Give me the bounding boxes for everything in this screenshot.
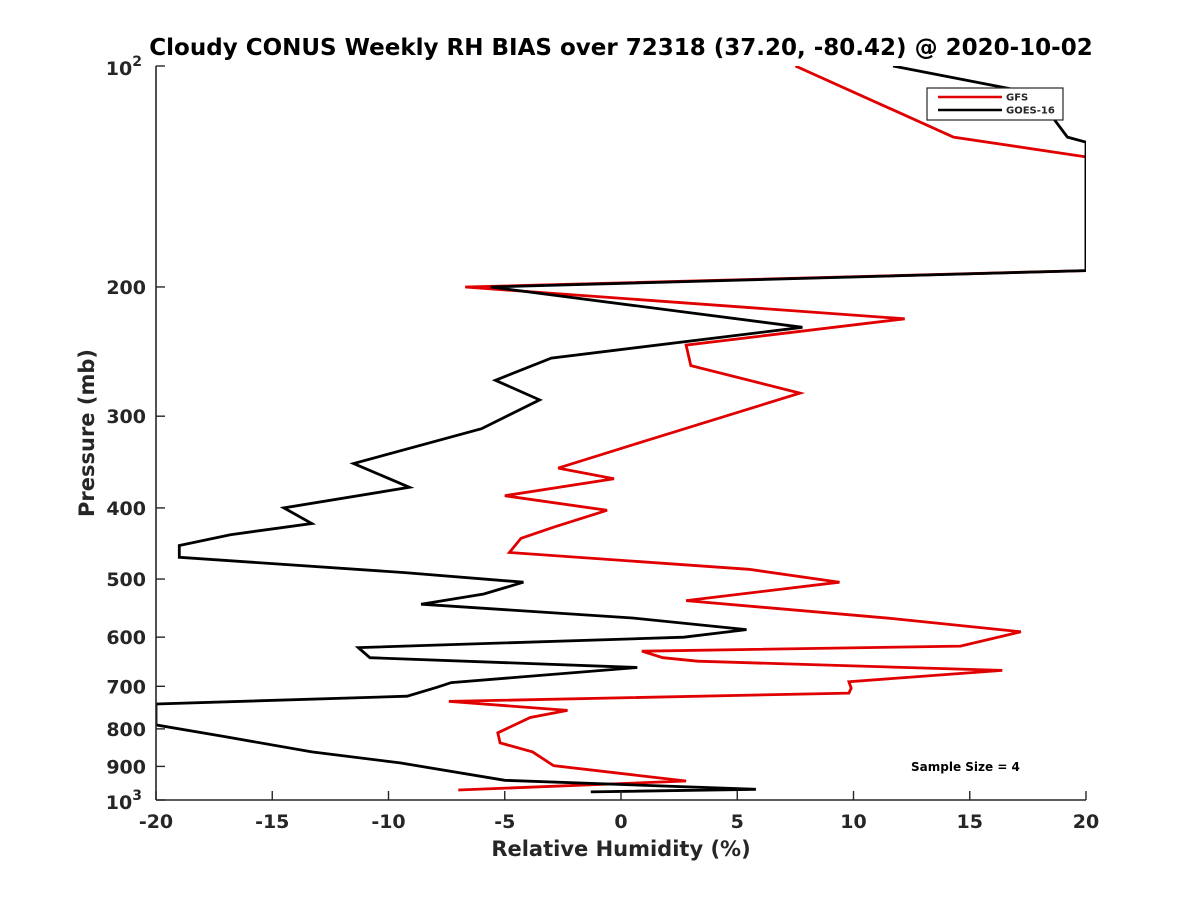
y-tick-label: 200: [106, 277, 146, 299]
chart-title: Cloudy CONUS Weekly RH BIAS over 72318 (…: [149, 35, 1092, 61]
x-tick-label: 10: [840, 811, 866, 833]
series-line-gfs: [448, 66, 1086, 792]
legend-label-goes16: GOES-16: [1006, 106, 1055, 117]
y-tick-label: 900: [106, 756, 146, 778]
x-tick-label: -10: [371, 811, 405, 833]
x-tick-label: -5: [494, 811, 515, 833]
x-tick-label: 5: [731, 811, 744, 833]
y-tick-label-base: 10: [106, 58, 132, 80]
y-tick-label-base: 10: [106, 792, 132, 814]
y-tick-label: 500: [106, 569, 146, 591]
sample-size-annotation: Sample Size = 4: [911, 760, 1020, 774]
y-tick-label-exponent: 3: [132, 788, 142, 804]
y-tick-label: 300: [106, 406, 146, 428]
y-tick-label-exponent: 2: [132, 54, 142, 70]
legend-label-gfs: GFS: [1006, 93, 1028, 104]
y-axis-label: Pressure (mb): [75, 349, 99, 517]
series-layer: [156, 66, 1086, 794]
x-tick-label: 0: [614, 811, 627, 833]
x-axis-label: Relative Humidity (%): [491, 837, 750, 861]
x-tick-label: -20: [139, 811, 173, 833]
y-tick-label: 400: [106, 498, 146, 520]
x-tick-label: -15: [255, 811, 289, 833]
series-line-goes16: [156, 66, 1086, 794]
x-ticks: -20 -15 -10 -5 0 5 10 15 20: [139, 791, 1099, 833]
y-tick-label: 800: [106, 719, 146, 741]
legend-box: [926, 87, 1064, 121]
y-tick-label: 102: [106, 54, 142, 80]
legend: GFS GOES-16: [926, 87, 1064, 121]
x-tick-label: 15: [957, 811, 983, 833]
y-tick-label: 103: [106, 788, 142, 814]
x-tick-label: 20: [1073, 811, 1099, 833]
y-tick-label: 600: [106, 627, 146, 649]
y-tick-label: 700: [106, 676, 146, 698]
